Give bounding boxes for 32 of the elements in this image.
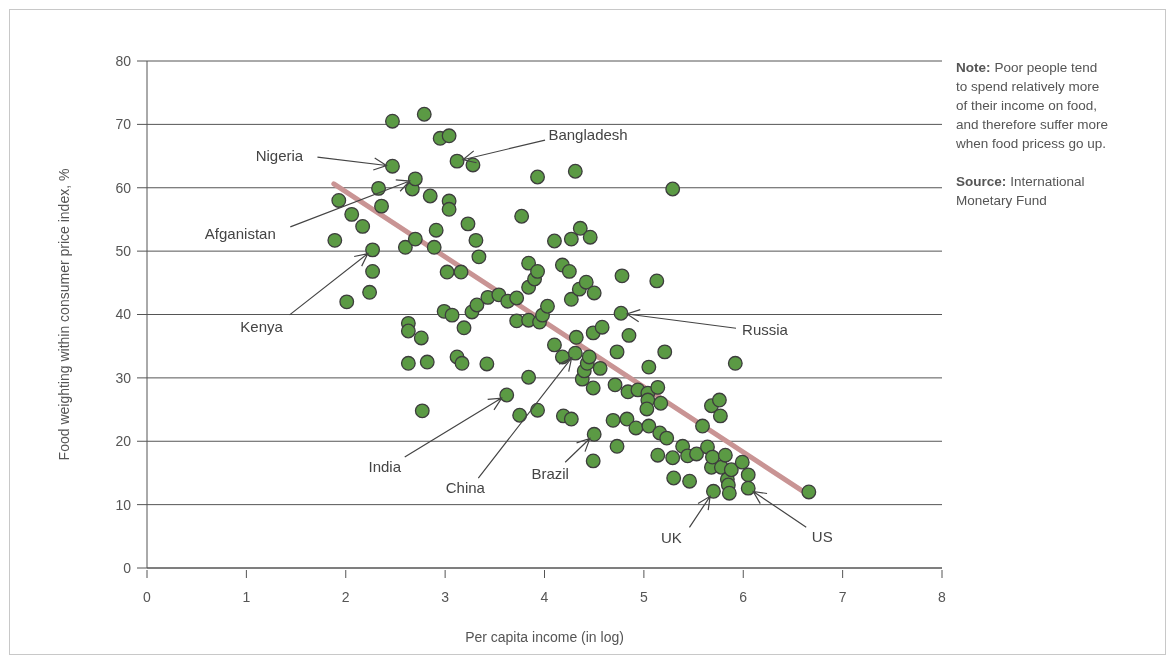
text: Note: Poor people tend to spend relatively more of their income on food, and therefore suffer more when food pricess go up. — [955, 60, 1109, 151]
annotation: India — [368, 458, 402, 476]
x-tick-label: 1 — [242, 589, 251, 605]
annotation: Kenya — [240, 318, 284, 336]
annotation: Nigeria — [255, 147, 304, 165]
annotation: UK — [661, 528, 682, 546]
source-note: Source: International Monetary Fund — [956, 174, 1085, 208]
x-tick-label: 7 — [838, 589, 847, 605]
annotation: China — [445, 479, 486, 497]
x-axis-title: Per capita income (in log) — [465, 629, 624, 645]
x-tick-label: 5 — [639, 589, 648, 605]
x-tick-label: 0 — [143, 589, 152, 605]
y-tick-label: 10 — [115, 496, 132, 513]
annotation: Russia — [742, 321, 789, 339]
x-tick-label: 4 — [540, 589, 549, 605]
annotation: Brazil — [531, 464, 569, 482]
y-tick-label: 50 — [115, 243, 132, 260]
x-tick-label: 2 — [341, 589, 350, 605]
annotation: US — [811, 528, 833, 546]
y-tick-label: 20 — [115, 433, 132, 450]
y-tick-label: 80 — [115, 52, 132, 69]
annotation: Bangladesh — [548, 126, 628, 144]
y-axis-title: Food weighting within consumer price index, % — [56, 168, 72, 461]
y-tick-label: 0 — [123, 559, 132, 576]
x-tick-label: 6 — [739, 589, 748, 605]
x-tick-label: 8 — [938, 589, 947, 605]
y-tick-label: 60 — [115, 179, 132, 196]
annotation: Afganistan — [204, 225, 276, 243]
y-tick-label: 70 — [115, 116, 132, 133]
y-tick-label: 40 — [115, 306, 132, 323]
y-tick-label: 30 — [115, 369, 132, 386]
x-tick-label: 3 — [441, 589, 450, 605]
